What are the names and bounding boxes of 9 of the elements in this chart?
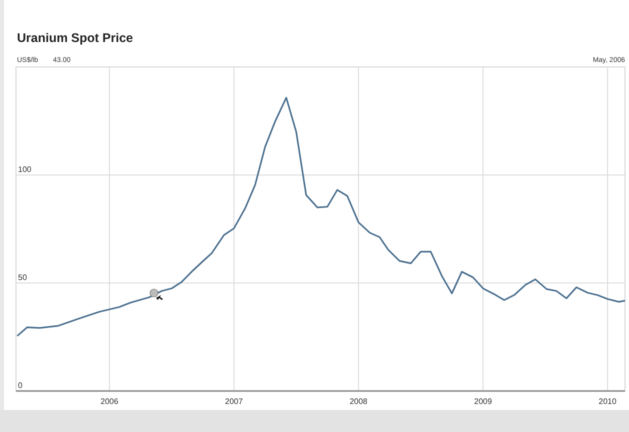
y-tick-label: 50: [18, 273, 28, 282]
y-tick-label: 0: [18, 381, 23, 390]
x-tick-label: 2010: [598, 397, 618, 406]
y-tick-label: 100: [18, 165, 32, 174]
x-tick-label: 2006: [100, 397, 119, 406]
chart-title: Uranium Spot Price: [17, 31, 134, 45]
x-tick-label: 2007: [225, 397, 244, 406]
x-tick-label: 2009: [474, 397, 492, 406]
x-tick-label: 2008: [350, 397, 368, 406]
